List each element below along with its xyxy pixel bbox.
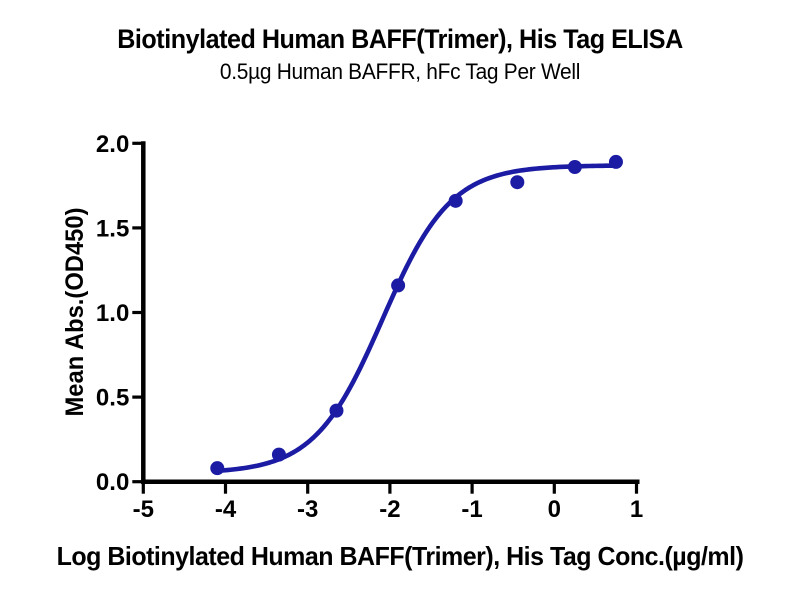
y-tick-label: 2.0 [96,131,129,158]
x-tick-label: -1 [461,496,482,523]
x-tick-label: -5 [133,496,154,523]
data-point [567,159,582,174]
x-tick-label: 0 [548,496,561,523]
data-point [210,461,225,476]
y-tick-label: 1.5 [96,215,129,242]
y-tick-label: 0.5 [96,385,129,412]
x-tick-label: 1 [630,496,643,523]
data-point [510,175,525,190]
x-tick-label: -3 [297,496,318,523]
x-tick-label: -2 [379,496,400,523]
x-tick-label: -4 [215,496,237,523]
x-axis-label: Log Biotinylated Human BAFF(Trimer), His… [56,541,744,571]
y-tick-label: 1.0 [96,300,129,327]
y-tick-label: 0.0 [96,469,129,496]
data-point [271,447,286,462]
fit-curve [214,163,619,474]
data-point [329,403,344,418]
chart-subtitle: 0.5µg Human BAFFR, hFc Tag Per Well [219,59,581,84]
data-point [391,278,406,293]
data-point [608,154,623,169]
data-point [448,193,463,208]
chart-title: Biotinylated Human BAFF(Trimer), His Tag… [117,24,683,54]
